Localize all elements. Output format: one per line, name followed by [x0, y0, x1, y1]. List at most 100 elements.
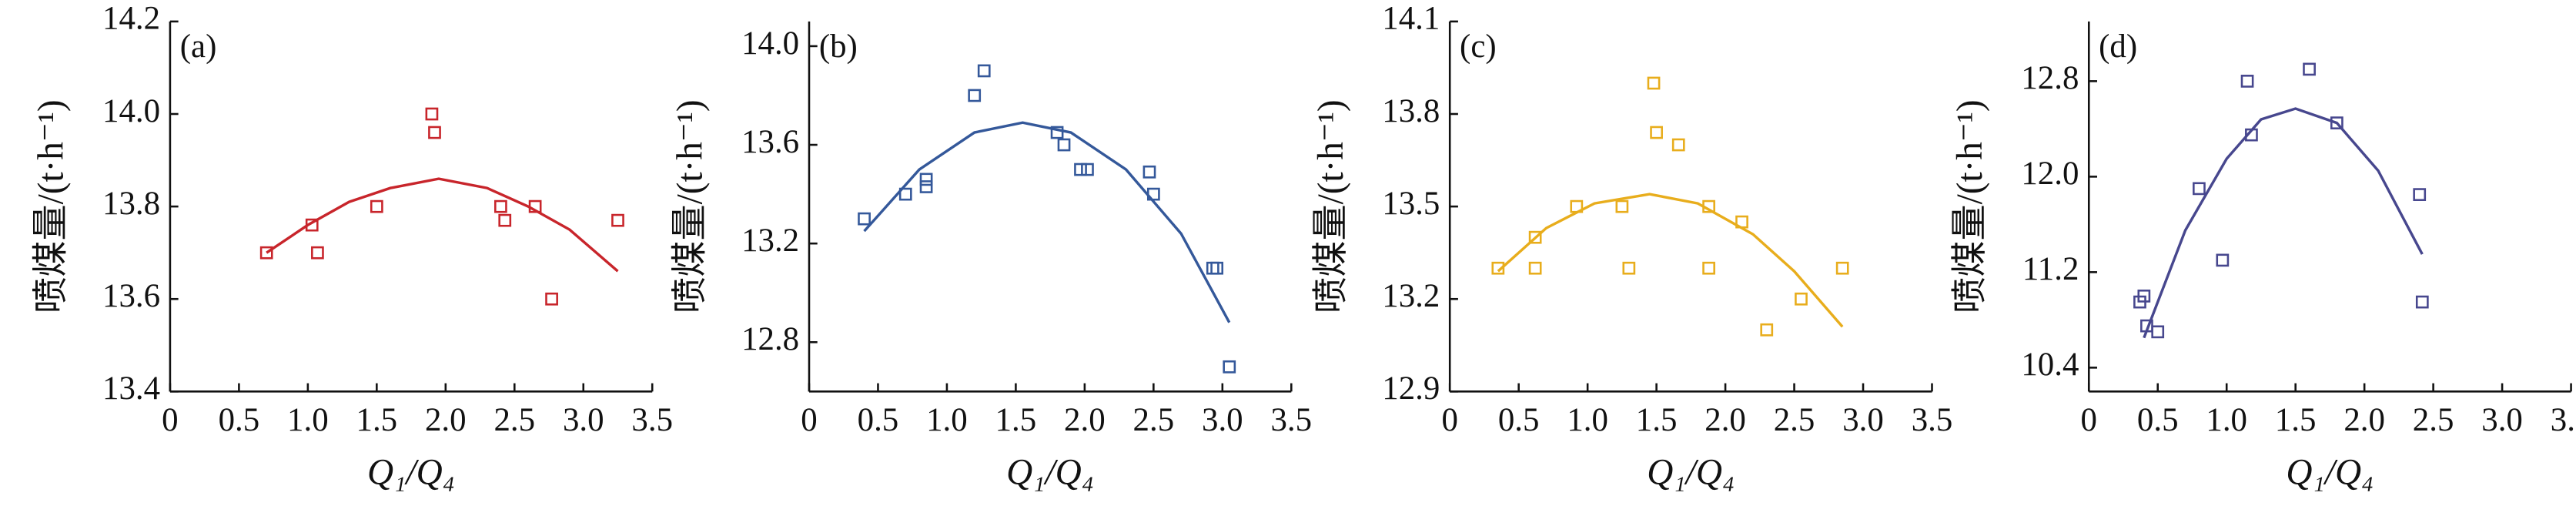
point	[2193, 182, 2206, 196]
x-tick-label: 0.5	[858, 402, 899, 438]
x-tick-label: 2.0	[1064, 402, 1106, 438]
point	[1702, 261, 1715, 275]
point	[1491, 261, 1505, 275]
y-tick-label: 13.2	[1382, 278, 1440, 314]
x-tick-label: 2.0	[1705, 402, 1746, 438]
y-axis-label: 喷煤量/(t·h⁻¹)	[1950, 99, 1990, 313]
x-tick-label: 0.5	[219, 402, 260, 438]
point	[2415, 295, 2429, 309]
point	[1671, 138, 1685, 152]
point	[858, 212, 871, 226]
point	[311, 246, 324, 260]
point	[2137, 289, 2151, 303]
point	[1206, 261, 1219, 275]
point	[611, 213, 624, 227]
x-tick-label: 2.5	[493, 402, 535, 438]
x-tick-label: 3.5	[2551, 402, 2576, 438]
x-tick-label: 0	[1441, 402, 1457, 438]
point	[370, 199, 383, 213]
y-tick-label: 12.8	[741, 321, 799, 357]
point	[1702, 199, 1715, 213]
y-tick-label: 10.4	[2021, 347, 2079, 383]
x-tick-label: 3.0	[2481, 402, 2523, 438]
point	[1223, 360, 1236, 374]
x-tick-label: 1.5	[2275, 402, 2317, 438]
point	[1835, 261, 1849, 275]
y-tick-label: 13.8	[1382, 93, 1440, 129]
x-tick-label: 0	[162, 402, 178, 438]
point	[2151, 325, 2165, 339]
x-tick-label: 0	[2081, 402, 2097, 438]
x-tick-label: 0	[801, 402, 817, 438]
x-tick-label: 2.0	[425, 402, 467, 438]
y-tick-label: 14.0	[102, 93, 160, 129]
point	[2240, 75, 2254, 88]
x-tick-label: 0.5	[2137, 402, 2179, 438]
point	[2413, 188, 2427, 201]
y-tick-label: 13.2	[741, 223, 799, 259]
x-tick-label: 1.5	[1636, 402, 1678, 438]
point	[1057, 138, 1071, 152]
y-tick-label: 13.4	[102, 370, 160, 407]
point	[1760, 323, 1774, 337]
panel-label: (a)	[180, 28, 217, 65]
fit-curve	[863, 121, 1231, 323]
y-tick-label: 13.5	[1382, 186, 1440, 222]
fit-curve	[1497, 193, 1844, 328]
x-axis-label: Q₁/Q₄	[1006, 453, 1094, 493]
point	[919, 180, 933, 193]
y-tick-label: 14.1	[1382, 1, 1440, 37]
x-tick-label: 3.5	[1270, 402, 1312, 438]
y-axis-label: 喷煤量/(t·h⁻¹)	[32, 99, 72, 313]
point	[2330, 116, 2343, 129]
fit-curve	[266, 177, 619, 273]
y-tick-label: 13.8	[102, 186, 160, 222]
x-tick-label: 1.5	[356, 402, 398, 438]
x-tick-label: 2.0	[2343, 402, 2385, 438]
point	[1146, 187, 1160, 201]
fit-curve	[2143, 107, 2424, 339]
point	[1074, 163, 1087, 176]
point	[545, 292, 558, 306]
x-axis-label: Q₁/Q₄	[367, 453, 455, 493]
point	[1622, 261, 1636, 275]
y-axis-label: 喷煤量/(t·h⁻¹)	[671, 99, 711, 313]
x-tick-label: 2.5	[1774, 402, 1815, 438]
x-tick-label: 3.5	[631, 402, 673, 438]
y-tick-label: 14.0	[741, 25, 799, 62]
panel-label: (d)	[2099, 28, 2137, 65]
y-tick-label: 12.0	[2021, 156, 2079, 192]
point	[968, 89, 982, 102]
x-tick-label: 3.0	[563, 402, 604, 438]
point	[2216, 253, 2230, 267]
x-tick-label: 0.5	[1498, 402, 1540, 438]
point	[1795, 292, 1808, 306]
point	[1647, 76, 1661, 90]
point	[1650, 126, 1663, 139]
panel-label: (c)	[1460, 28, 1497, 65]
y-axis-label: 喷煤量/(t·h⁻¹)	[1311, 99, 1351, 313]
point	[2245, 128, 2258, 142]
y-tick-label: 14.2	[102, 1, 160, 37]
point	[498, 213, 512, 227]
x-tick-label: 3.0	[1842, 402, 1884, 438]
point	[1050, 126, 1064, 139]
point	[1528, 261, 1542, 275]
x-tick-label: 1.0	[2206, 402, 2247, 438]
point	[1081, 163, 1094, 176]
x-axis-label: Q₁/Q₄	[2286, 453, 2374, 493]
point	[1210, 261, 1224, 275]
point	[259, 246, 273, 260]
point	[305, 218, 319, 232]
point	[1528, 230, 1542, 244]
point	[977, 64, 991, 78]
point	[898, 187, 912, 201]
point	[425, 107, 439, 121]
point	[2303, 62, 2316, 76]
x-tick-label: 3.0	[1202, 402, 1243, 438]
point	[428, 126, 441, 139]
point	[494, 199, 507, 213]
x-tick-label: 2.5	[2413, 402, 2454, 438]
